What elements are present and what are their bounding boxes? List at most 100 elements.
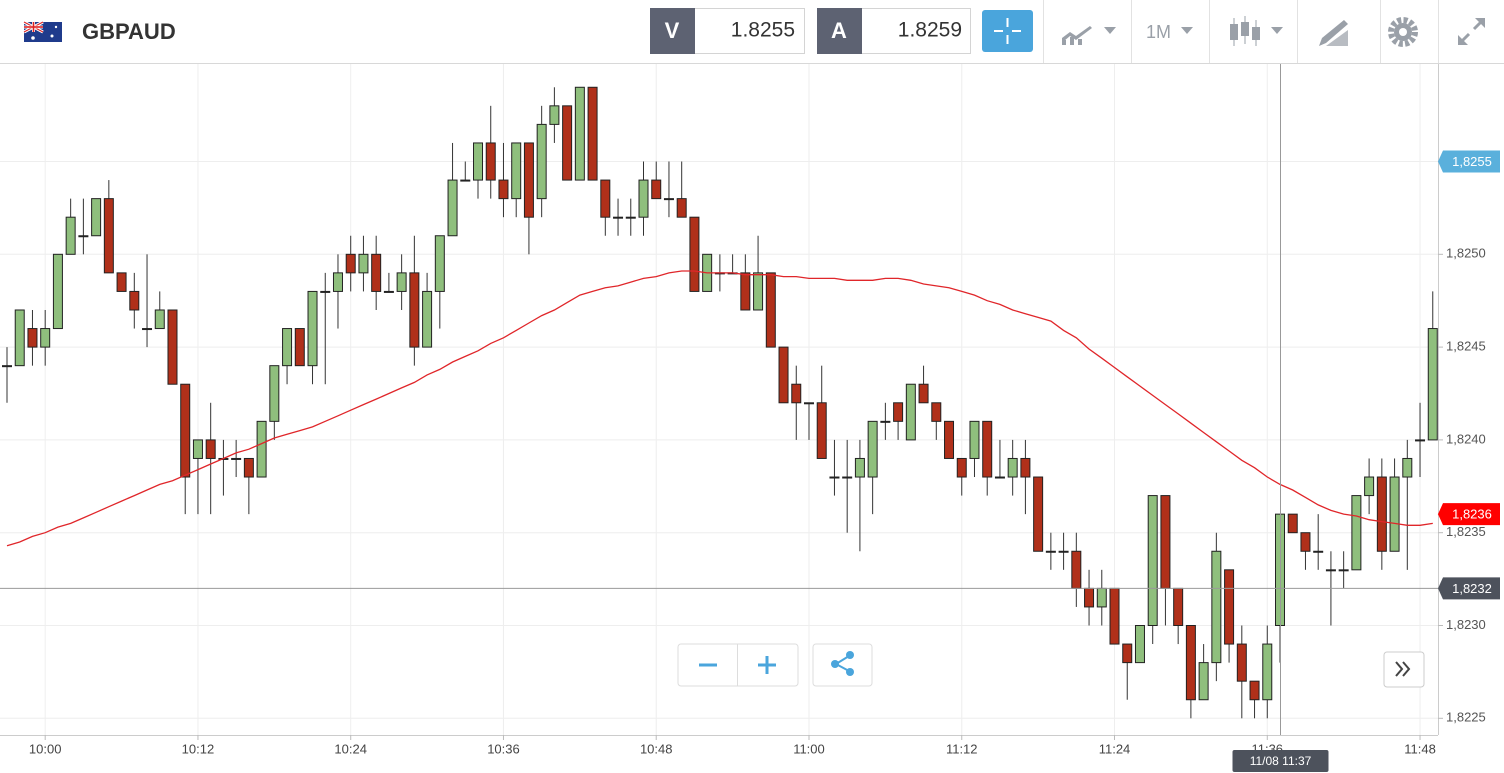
timeframe-button[interactable]: 1M [1146, 22, 1193, 42]
candle-body [434, 235, 445, 292]
candle-body [1262, 643, 1273, 701]
buy-price: 1.8259 [898, 19, 962, 42]
price-tag-label: 1,8236 [1452, 507, 1492, 522]
sell-price: 1.8255 [731, 19, 795, 42]
candle-body [1364, 476, 1375, 497]
candle-body [956, 457, 967, 478]
candle-body [969, 420, 980, 459]
candle-body [944, 420, 955, 459]
candle-body [498, 179, 509, 200]
x-tick-label: 10:00 [29, 741, 62, 756]
candle-body [2, 365, 12, 368]
x-tick-label: 11:12 [946, 741, 978, 756]
candle-body [893, 402, 904, 422]
candle-body [1084, 587, 1095, 608]
sell-button[interactable]: V 1.8255 [650, 8, 805, 54]
candle-body [676, 198, 687, 218]
candle-body [383, 290, 394, 293]
x-tick-label: 11:24 [1099, 741, 1131, 756]
candle-body [1249, 680, 1260, 701]
candle-body [536, 123, 547, 200]
candle-body [1389, 476, 1400, 552]
y-tick-label: 1,8245 [1446, 339, 1486, 354]
fullscreen-button[interactable] [1458, 18, 1485, 45]
candle-body [282, 328, 293, 367]
candle-body [1122, 643, 1133, 664]
candle-body [753, 272, 764, 311]
candle-body [154, 309, 165, 330]
buy-button[interactable]: A 1.8259 [817, 8, 971, 54]
y-tick-label: 1,8250 [1446, 246, 1486, 261]
candle-body [1415, 439, 1426, 442]
candle-body [307, 290, 318, 367]
candle-body [562, 105, 573, 181]
candle-style-button[interactable] [1230, 16, 1283, 46]
candle-body [116, 272, 127, 292]
candle-body [332, 272, 343, 292]
zoom-in-button[interactable] [758, 656, 776, 674]
candle-body [1224, 569, 1235, 645]
candle-body [1160, 495, 1171, 589]
candle-body [803, 402, 814, 405]
candle-body [91, 198, 102, 237]
candle-body [918, 383, 929, 404]
candle-body [1134, 624, 1145, 664]
settings-button[interactable] [1388, 17, 1418, 47]
x-tick-label: 10:48 [640, 741, 673, 756]
zoom-controls [677, 643, 873, 687]
candle-body [205, 439, 216, 459]
candle-body [358, 253, 369, 274]
crosshair-button[interactable] [982, 10, 1033, 52]
candle-body [854, 457, 865, 478]
candle-body [256, 420, 267, 478]
candle-body [689, 216, 700, 292]
candle-body [1402, 457, 1413, 478]
y-tick-label: 1,8230 [1446, 617, 1486, 632]
candle-body [994, 476, 1005, 479]
y-tick-label: 1,8235 [1446, 524, 1486, 539]
candle-body [52, 253, 63, 330]
candle-body [549, 105, 560, 125]
crosshair-time: 11/08 11:37 [1250, 754, 1312, 768]
candle-body [320, 290, 331, 293]
candle-body [574, 86, 585, 181]
chart-type-button[interactable] [1062, 26, 1116, 45]
candle-body [511, 142, 522, 200]
scroll-end-button[interactable] [1383, 651, 1425, 688]
candle-body [625, 216, 636, 219]
y-tick-label: 1,8225 [1446, 710, 1486, 725]
candle-body [1236, 643, 1247, 682]
sell-label: V [665, 18, 680, 43]
x-tick-label: 10:24 [334, 741, 367, 756]
candle-body [1313, 550, 1324, 553]
flag [23, 20, 62, 42]
candle-body [345, 253, 356, 274]
candle-body [740, 272, 751, 311]
candle-body [78, 235, 89, 238]
candle-body [1096, 587, 1107, 608]
candle-body [1045, 550, 1056, 553]
candle-body [14, 309, 25, 367]
candle-body [931, 402, 942, 422]
candle-body [473, 142, 484, 181]
candle-body [587, 86, 598, 181]
candle-body [1033, 476, 1044, 552]
candle-body [1198, 662, 1209, 701]
candle-body [1007, 457, 1018, 478]
candle-body [829, 476, 840, 479]
buy-label: A [831, 18, 847, 43]
candle-body [1427, 328, 1438, 441]
candle-body [905, 383, 916, 441]
candle-body [651, 179, 662, 200]
candle-body [663, 198, 674, 201]
timeframe: 1M [1146, 22, 1171, 42]
y-tick-label: 1,8240 [1446, 431, 1486, 446]
candle-body [523, 142, 534, 218]
price-tag-label: 1,8232 [1452, 581, 1492, 596]
draw-tool-button[interactable] [1319, 20, 1348, 46]
candle-body [422, 290, 433, 348]
share-button[interactable] [812, 643, 873, 687]
candle-body [447, 179, 458, 237]
candle-body [371, 253, 382, 292]
candle-body [1147, 495, 1158, 626]
